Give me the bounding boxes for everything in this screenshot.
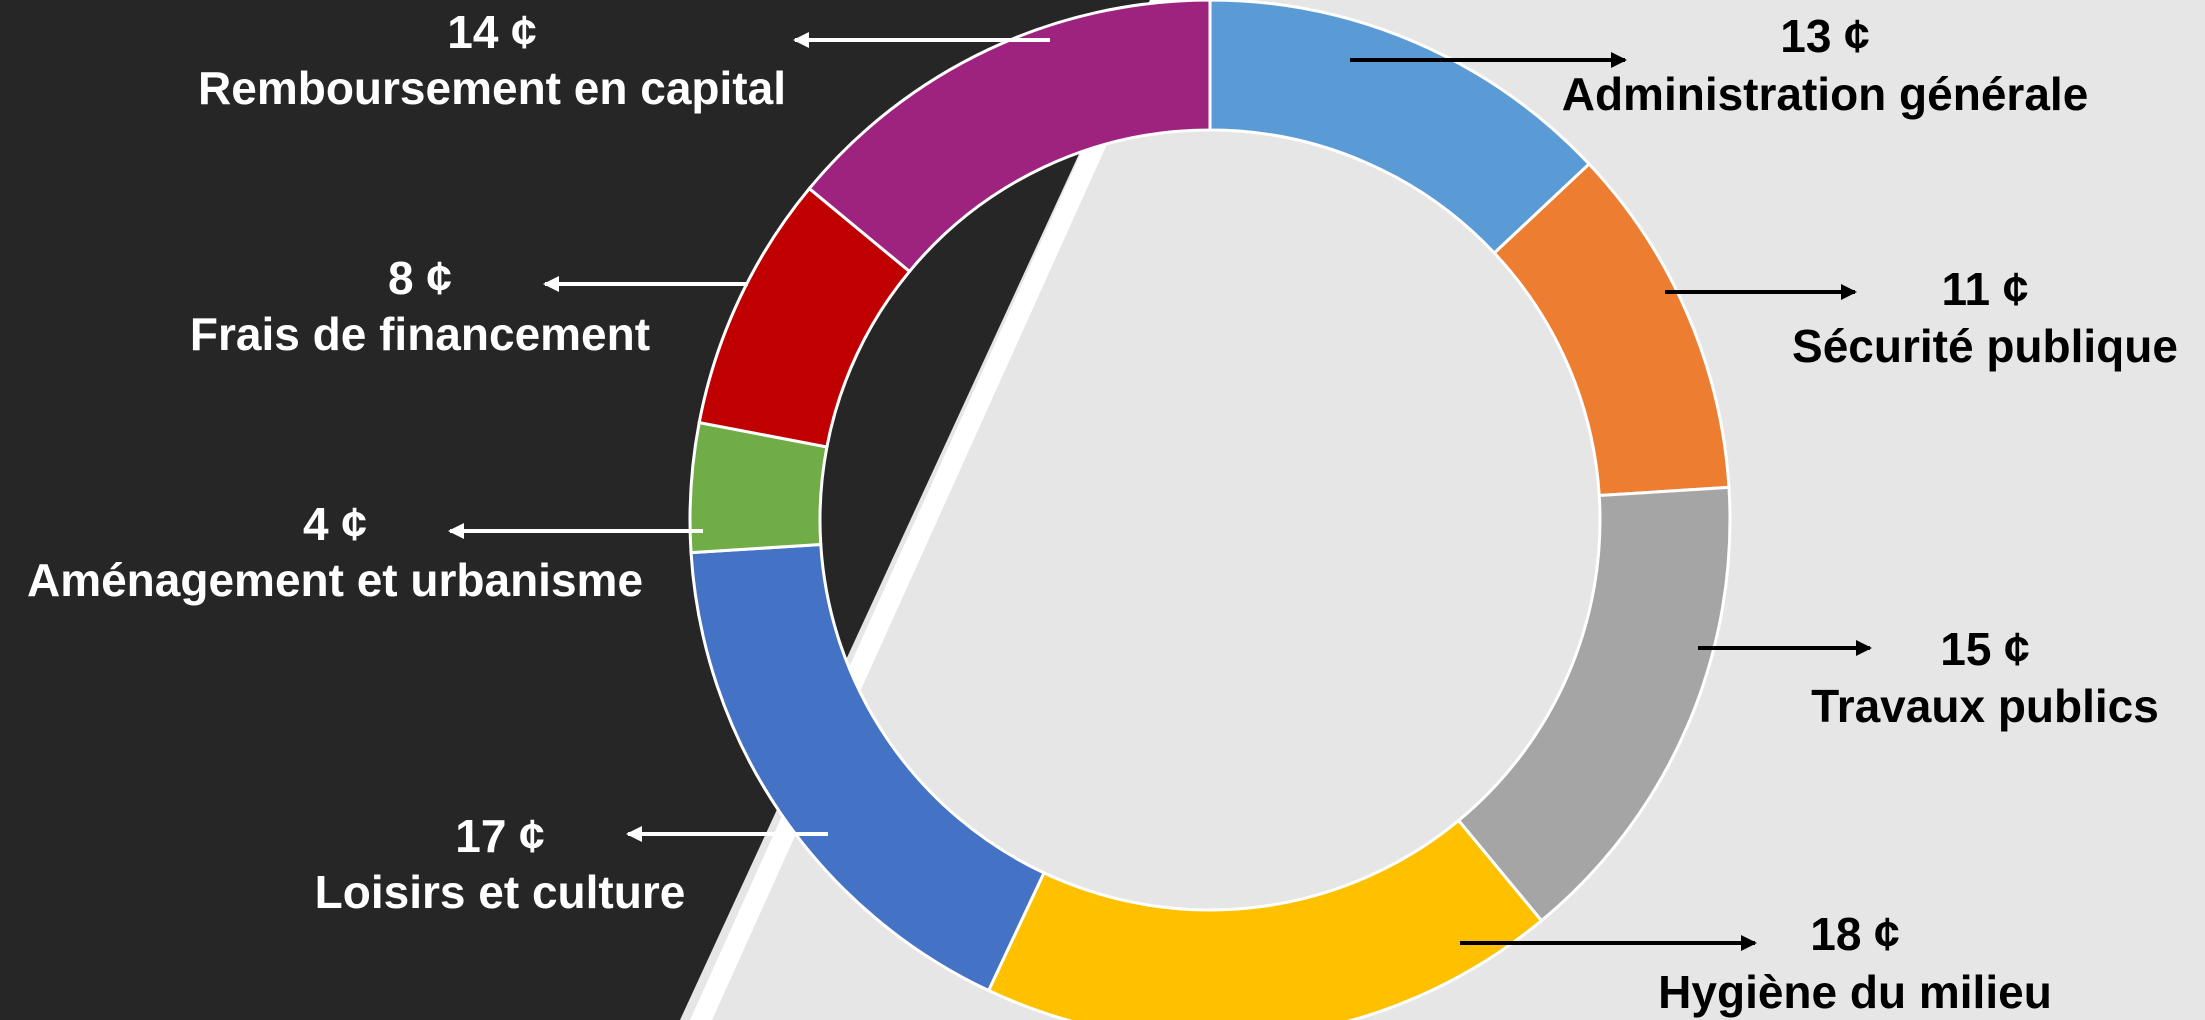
category-label-3: Hygiène du milieu	[1658, 966, 2052, 1018]
donut-slices	[688, 0, 1732, 1020]
category-label-4: Loisirs et culture	[315, 866, 686, 918]
slice-0	[1208, 0, 1592, 256]
category-label-7: Remboursement en capital	[198, 62, 786, 114]
slice-2	[1456, 485, 1732, 923]
category-label-0: Administration générale	[1562, 68, 2089, 120]
category-label-5: Aménagement et urbanisme	[27, 554, 643, 606]
value-label-0: 13 ¢	[1780, 10, 1870, 62]
value-label-4: 17 ¢	[455, 810, 545, 862]
value-label-1: 11 ¢	[1942, 263, 2029, 315]
value-label-7: 14 ¢	[447, 6, 537, 58]
slice-3	[986, 818, 1544, 1020]
category-label-1: Sécurité publique	[1792, 320, 2178, 372]
slice-callouts: 13 ¢ Administration générale 11 ¢Sécurité …	[27, 6, 2178, 1018]
slice-7	[807, 0, 1212, 274]
category-label-6: Frais de financement	[190, 308, 650, 360]
value-label-6: 8 ¢	[388, 252, 452, 304]
value-label-5: 4 ¢	[303, 498, 367, 550]
value-label-3: 18 ¢	[1810, 908, 1900, 960]
category-label-2: Travaux publics	[1811, 680, 2159, 732]
value-label-2: 15 ¢	[1940, 623, 2030, 675]
